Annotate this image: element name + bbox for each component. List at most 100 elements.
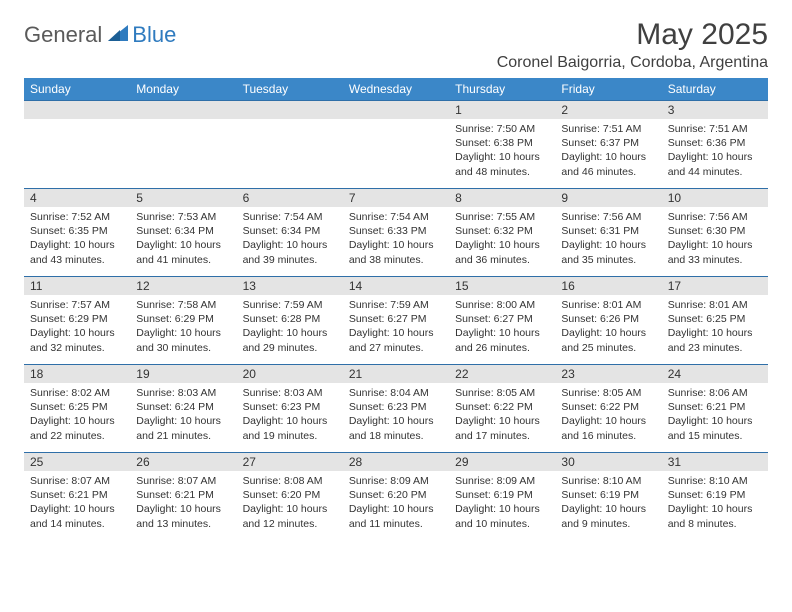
sunrise-text: Sunrise: 8:09 AM xyxy=(455,474,549,488)
sunset-text: Sunset: 6:32 PM xyxy=(455,224,549,238)
day-number: 9 xyxy=(555,188,661,207)
week-row: 11Sunrise: 7:57 AMSunset: 6:29 PMDayligh… xyxy=(24,276,768,364)
day-body: Sunrise: 7:59 AMSunset: 6:27 PMDaylight:… xyxy=(343,295,449,361)
day-cell xyxy=(237,100,343,188)
day-number: 22 xyxy=(449,364,555,383)
logo-sail-icon xyxy=(106,23,130,48)
sunset-text: Sunset: 6:19 PM xyxy=(561,488,655,502)
day-cell: 24Sunrise: 8:06 AMSunset: 6:21 PMDayligh… xyxy=(662,364,768,452)
day-cell: 1Sunrise: 7:50 AMSunset: 6:38 PMDaylight… xyxy=(449,100,555,188)
day-number: 30 xyxy=(555,452,661,471)
sunrise-text: Sunrise: 8:06 AM xyxy=(668,386,762,400)
sunrise-text: Sunrise: 8:04 AM xyxy=(349,386,443,400)
day-number: 17 xyxy=(662,276,768,295)
day-number xyxy=(343,100,449,119)
day-number xyxy=(130,100,236,119)
daylight-text: Daylight: 10 hours and 18 minutes. xyxy=(349,414,443,442)
day-body xyxy=(24,119,130,128)
day-body: Sunrise: 8:09 AMSunset: 6:19 PMDaylight:… xyxy=(449,471,555,537)
day-cell: 13Sunrise: 7:59 AMSunset: 6:28 PMDayligh… xyxy=(237,276,343,364)
day-cell: 7Sunrise: 7:54 AMSunset: 6:33 PMDaylight… xyxy=(343,188,449,276)
month-title: May 2025 xyxy=(497,18,768,52)
sunset-text: Sunset: 6:20 PM xyxy=(349,488,443,502)
day-number: 21 xyxy=(343,364,449,383)
day-number: 12 xyxy=(130,276,236,295)
daylight-text: Daylight: 10 hours and 41 minutes. xyxy=(136,238,230,266)
sunset-text: Sunset: 6:36 PM xyxy=(668,136,762,150)
day-cell: 10Sunrise: 7:56 AMSunset: 6:30 PMDayligh… xyxy=(662,188,768,276)
sunrise-text: Sunrise: 7:59 AM xyxy=(243,298,337,312)
day-cell: 9Sunrise: 7:56 AMSunset: 6:31 PMDaylight… xyxy=(555,188,661,276)
week-row: 25Sunrise: 8:07 AMSunset: 6:21 PMDayligh… xyxy=(24,452,768,540)
day-number: 15 xyxy=(449,276,555,295)
sunrise-text: Sunrise: 8:01 AM xyxy=(561,298,655,312)
daylight-text: Daylight: 10 hours and 17 minutes. xyxy=(455,414,549,442)
daylight-text: Daylight: 10 hours and 44 minutes. xyxy=(668,150,762,178)
day-cell xyxy=(343,100,449,188)
day-cell: 30Sunrise: 8:10 AMSunset: 6:19 PMDayligh… xyxy=(555,452,661,540)
location: Coronel Baigorria, Cordoba, Argentina xyxy=(497,54,768,72)
day-number: 6 xyxy=(237,188,343,207)
sunset-text: Sunset: 6:21 PM xyxy=(136,488,230,502)
sunset-text: Sunset: 6:33 PM xyxy=(349,224,443,238)
sunrise-text: Sunrise: 7:50 AM xyxy=(455,122,549,136)
sunrise-text: Sunrise: 7:59 AM xyxy=(349,298,443,312)
day-body: Sunrise: 7:55 AMSunset: 6:32 PMDaylight:… xyxy=(449,207,555,273)
sunset-text: Sunset: 6:34 PM xyxy=(136,224,230,238)
day-number: 20 xyxy=(237,364,343,383)
day-number xyxy=(237,100,343,119)
day-cell: 29Sunrise: 8:09 AMSunset: 6:19 PMDayligh… xyxy=(449,452,555,540)
daylight-text: Daylight: 10 hours and 11 minutes. xyxy=(349,502,443,530)
day-cell: 26Sunrise: 8:07 AMSunset: 6:21 PMDayligh… xyxy=(130,452,236,540)
sunset-text: Sunset: 6:34 PM xyxy=(243,224,337,238)
day-number: 25 xyxy=(24,452,130,471)
daylight-text: Daylight: 10 hours and 27 minutes. xyxy=(349,326,443,354)
title-block: May 2025 Coronel Baigorria, Cordoba, Arg… xyxy=(497,18,768,72)
day-cell: 11Sunrise: 7:57 AMSunset: 6:29 PMDayligh… xyxy=(24,276,130,364)
day-cell: 20Sunrise: 8:03 AMSunset: 6:23 PMDayligh… xyxy=(237,364,343,452)
day-body: Sunrise: 8:03 AMSunset: 6:23 PMDaylight:… xyxy=(237,383,343,449)
daylight-text: Daylight: 10 hours and 30 minutes. xyxy=(136,326,230,354)
day-body xyxy=(343,119,449,128)
sunset-text: Sunset: 6:29 PM xyxy=(30,312,124,326)
day-number: 5 xyxy=(130,188,236,207)
day-body: Sunrise: 8:07 AMSunset: 6:21 PMDaylight:… xyxy=(24,471,130,537)
day-number: 27 xyxy=(237,452,343,471)
day-cell xyxy=(130,100,236,188)
sunrise-text: Sunrise: 8:09 AM xyxy=(349,474,443,488)
daylight-text: Daylight: 10 hours and 39 minutes. xyxy=(243,238,337,266)
daylight-text: Daylight: 10 hours and 8 minutes. xyxy=(668,502,762,530)
day-body: Sunrise: 7:53 AMSunset: 6:34 PMDaylight:… xyxy=(130,207,236,273)
day-number: 23 xyxy=(555,364,661,383)
day-body: Sunrise: 7:56 AMSunset: 6:30 PMDaylight:… xyxy=(662,207,768,273)
day-number: 18 xyxy=(24,364,130,383)
logo-text-blue: Blue xyxy=(132,22,176,48)
daylight-text: Daylight: 10 hours and 16 minutes. xyxy=(561,414,655,442)
day-number: 1 xyxy=(449,100,555,119)
day-body: Sunrise: 8:05 AMSunset: 6:22 PMDaylight:… xyxy=(449,383,555,449)
weeks-container: 1 Sunrise: 7:50 AMSunset: 6:38 PM Daylight… xyxy=(24,100,768,540)
day-cell: 8Sunrise: 7:55 AMSunset: 6:32 PMDaylight… xyxy=(449,188,555,276)
logo: General Blue xyxy=(24,22,176,48)
sunset-text: Sunset: 6:38 PM xyxy=(455,136,549,150)
sunrise-text: Sunrise: 7:55 AM xyxy=(455,210,549,224)
sunset-text: Sunset: 6:23 PM xyxy=(349,400,443,414)
dayhead-tue: Tuesday xyxy=(237,78,343,100)
day-number: 28 xyxy=(343,452,449,471)
day-number: 10 xyxy=(662,188,768,207)
daylight-text: Daylight: 10 hours and 10 minutes. xyxy=(455,502,549,530)
sunset-text: Sunset: 6:19 PM xyxy=(455,488,549,502)
day-body: Sunrise: 8:03 AMSunset: 6:24 PMDaylight:… xyxy=(130,383,236,449)
day-body: Sunrise: 8:02 AMSunset: 6:25 PMDaylight:… xyxy=(24,383,130,449)
day-body: Sunrise: 7:51 AMSunset: 6:37 PMDaylight:… xyxy=(555,119,661,185)
sunset-text: Sunset: 6:30 PM xyxy=(668,224,762,238)
day-body: Sunrise: 8:00 AMSunset: 6:27 PMDaylight:… xyxy=(449,295,555,361)
day-number: 19 xyxy=(130,364,236,383)
day-body: Sunrise: 7:52 AMSunset: 6:35 PMDaylight:… xyxy=(24,207,130,273)
day-cell: 14Sunrise: 7:59 AMSunset: 6:27 PMDayligh… xyxy=(343,276,449,364)
dayhead-sat: Saturday xyxy=(662,78,768,100)
dayhead-mon: Monday xyxy=(130,78,236,100)
sunrise-text: Sunrise: 8:05 AM xyxy=(455,386,549,400)
week-row: 18Sunrise: 8:02 AMSunset: 6:25 PMDayligh… xyxy=(24,364,768,452)
day-number: 4 xyxy=(24,188,130,207)
